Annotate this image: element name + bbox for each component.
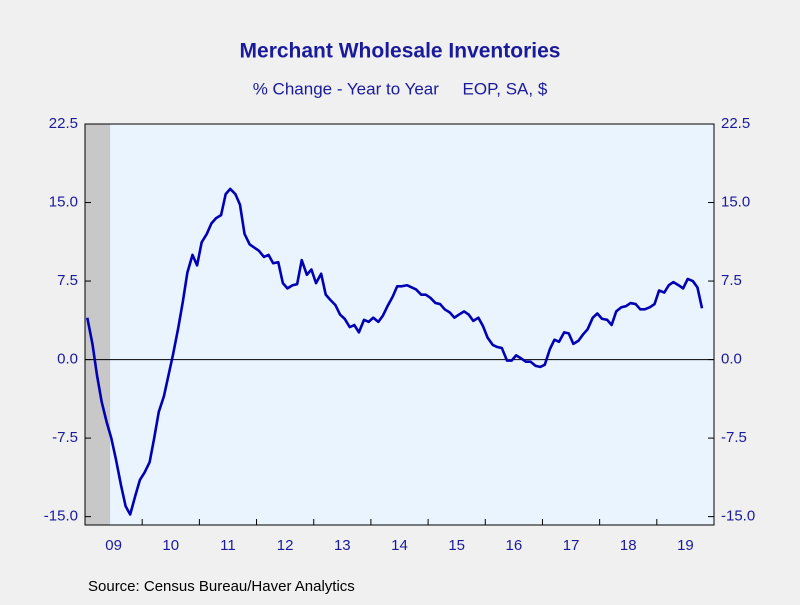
source-note: Source: Census Bureau/Haver Analytics — [88, 578, 355, 595]
x-tick-label: 11 — [220, 537, 236, 554]
x-tick-label: 12 — [277, 537, 294, 554]
x-tick-label: 09 — [105, 537, 122, 554]
x-tick-label: 13 — [334, 537, 351, 554]
y2-tick-label: -15.0 — [721, 508, 755, 525]
x-tick-label: 19 — [677, 537, 694, 554]
y2-tick-label: 22.5 — [721, 115, 750, 132]
y-tick-label: 0.0 — [57, 351, 78, 368]
y-tick-label: -7.5 — [52, 429, 78, 446]
y-tick-label: 7.5 — [57, 272, 78, 289]
chart-subtitle: % Change - Year to Year EOP, SA, $ — [253, 79, 548, 98]
y-tick-label: 15.0 — [49, 193, 78, 210]
y-tick-label: 22.5 — [49, 115, 78, 132]
y2-tick-label: 0.0 — [721, 351, 742, 368]
y2-tick-label: 7.5 — [721, 272, 742, 289]
chart-title: Merchant Wholesale Inventories — [240, 40, 561, 63]
x-tick-label: 17 — [563, 537, 580, 554]
data-line — [86, 187, 704, 516]
plot-area — [85, 124, 714, 525]
y-tick-label: -15.0 — [44, 508, 78, 525]
x-tick-label: 16 — [506, 537, 523, 554]
x-tick-label: 14 — [391, 537, 408, 554]
x-tick-label: 15 — [448, 537, 465, 554]
x-tick-label: 10 — [162, 537, 179, 554]
y2-tick-label: -7.5 — [721, 429, 747, 446]
y2-tick-label: 15.0 — [721, 193, 750, 210]
plot-border — [84, 123, 715, 526]
x-tick-label: 18 — [620, 537, 637, 554]
